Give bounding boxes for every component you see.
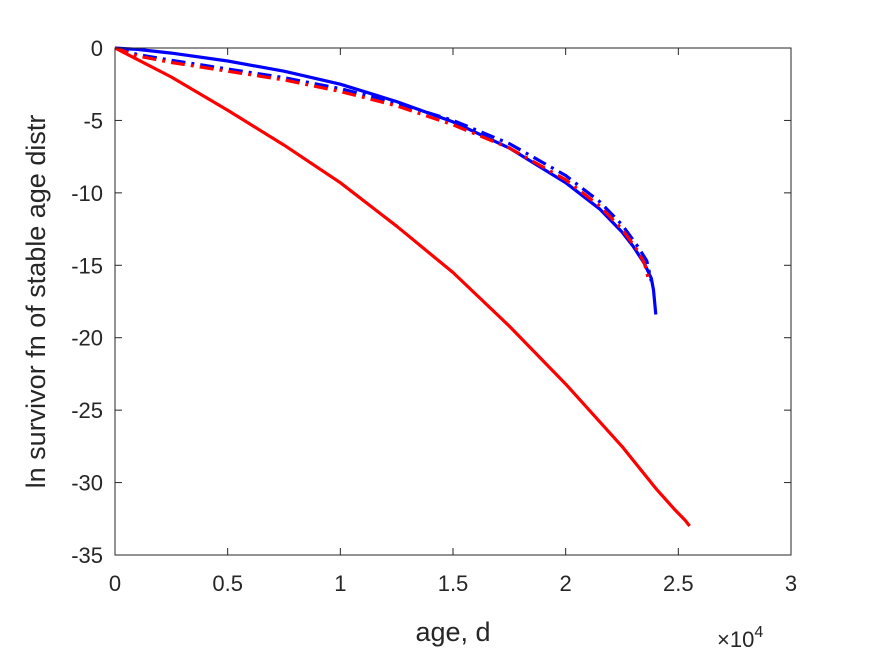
series-line-2	[114, 46, 691, 527]
y-tick-label: -30	[71, 471, 103, 496]
x-tick-label: 0	[109, 571, 121, 596]
series-layer	[114, 46, 691, 527]
y-tick-label: -5	[83, 108, 103, 133]
x-tick-label: 1	[334, 571, 346, 596]
x-tick-label: 0.5	[212, 571, 243, 596]
y-axis-label: ln survivor fn of stable age distr	[21, 115, 51, 489]
y-tick-label: -15	[71, 253, 103, 278]
x-tick-label: 2	[560, 571, 572, 596]
x-tick-label: 2.5	[663, 571, 694, 596]
x-tick-label: 1.5	[438, 571, 469, 596]
series-line-1	[114, 46, 658, 315]
x-multiplier-base: ×10	[717, 627, 754, 652]
ticks-layer: 0 0.5 1 1.5 2 2.5 3 0 -5 -10 -15 -20 -25 -30 -35	[71, 36, 797, 596]
plot-box	[114, 47, 792, 556]
y-tick-label: -35	[71, 543, 103, 568]
series-line-4	[114, 46, 651, 282]
y-tick-label: -20	[71, 326, 103, 351]
x-axis-multiplier: ×104	[717, 624, 763, 652]
x-axis-label: age, d	[415, 617, 490, 647]
y-tick-label: 0	[91, 36, 103, 61]
x-tick-label: 3	[785, 571, 797, 596]
y-tick-label: -25	[71, 398, 103, 423]
y-tick-label: -10	[71, 181, 103, 206]
x-multiplier-exponent: 4	[754, 624, 763, 641]
series-line-3	[114, 46, 653, 282]
